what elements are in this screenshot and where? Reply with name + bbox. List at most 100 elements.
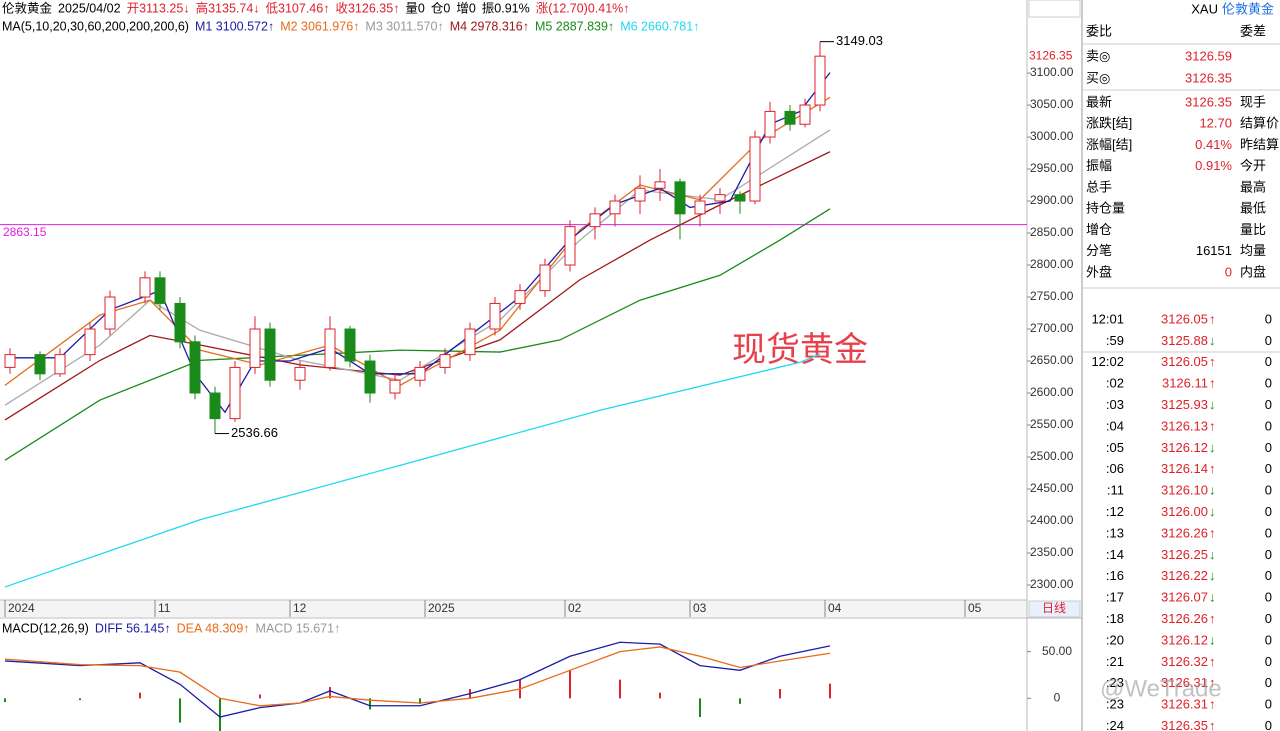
tick-volume: 0 (1265, 311, 1272, 326)
tick-direction: ↓ (1209, 547, 1216, 562)
watermark: 现货黄金 (732, 331, 868, 369)
x-tick-label: 05 (968, 601, 982, 615)
tick-volume: 0 (1265, 611, 1272, 626)
legend-item: 开3113.25↓ (127, 1, 190, 15)
ma-line (4, 353, 821, 588)
x-tick-label: 12 (293, 601, 307, 615)
tick-price: 3126.13 (1161, 418, 1208, 433)
tick-direction: ↑ (1209, 376, 1216, 391)
info-value: 0.41% (1195, 137, 1232, 152)
tick-time: :16 (1106, 568, 1124, 583)
info-label: 总手 (1086, 179, 1112, 194)
symbol-name: 伦敦黄金 (1222, 1, 1274, 16)
tick-time: :13 (1106, 525, 1124, 540)
candle-body (734, 194, 746, 202)
tick-volume: 0 (1265, 632, 1272, 647)
legend-item: 低3107.46↑ (266, 1, 330, 15)
tick-time: :21 (1106, 654, 1124, 669)
candle-body (564, 226, 576, 266)
info-label: 分笔 (1086, 243, 1112, 258)
tick-direction: ↑ (1209, 718, 1216, 731)
candle-body (489, 302, 501, 330)
tick-time: :17 (1106, 590, 1124, 605)
info-value: 12.70 (1199, 116, 1232, 131)
info-label: 涨幅[结] (1086, 137, 1132, 152)
info-label: 结算价 (1240, 116, 1279, 131)
candle-body (264, 328, 276, 381)
legend-item: MACD(12,26,9) (2, 621, 89, 635)
tick-direction: ↑ (1209, 675, 1216, 690)
info-label: 内盘 (1240, 264, 1266, 279)
candle-body (654, 181, 666, 189)
tick-volume: 0 (1265, 697, 1272, 712)
legend-item: MA(5,10,20,30,60,200,200,200,6) (2, 19, 189, 33)
legend-item: 振0.91% (482, 1, 530, 15)
tick-direction: ↑ (1209, 525, 1216, 540)
tick-direction: ↑ (1209, 418, 1216, 433)
time-axis-band (0, 600, 1027, 617)
candle-body (189, 341, 201, 394)
x-tick-label: 03 (693, 601, 707, 615)
tick-direction: ↑ (1209, 697, 1216, 712)
period-label[interactable]: 日线 (1042, 601, 1066, 615)
tick-volume: 0 (1265, 376, 1272, 391)
tick-direction: ↓ (1209, 397, 1216, 412)
tick-volume: 0 (1265, 718, 1272, 731)
legend-item: M3 3011.570↑ (365, 19, 443, 33)
tick-time: :02 (1106, 376, 1124, 391)
x-tick-label: 04 (828, 601, 842, 615)
legend-item: 涨(12.70)0.41%↑ (536, 0, 630, 15)
y-tick-label: 2800.00 (1030, 257, 1074, 271)
candle-body (764, 110, 776, 138)
period-button[interactable] (1028, 600, 1081, 618)
book-label: 卖◎ (1086, 48, 1110, 63)
dea-line (4, 646, 831, 707)
candle-body (414, 366, 426, 381)
info-label: 最新 (1086, 94, 1112, 109)
candle-body (344, 328, 356, 362)
legend-item: DIFF 56.145↑ (95, 621, 171, 635)
tick-direction: ↓ (1209, 590, 1216, 605)
legend-item: M4 2978.316↑ (450, 19, 529, 33)
tick-direction: ↓ (1209, 483, 1216, 498)
panel-button[interactable] (1028, 0, 1081, 18)
tick-price: 3126.11 (1162, 376, 1208, 391)
tick-price: 3126.31 (1161, 675, 1208, 690)
tick-time: :18 (1106, 611, 1124, 626)
ma-line (4, 151, 831, 421)
tick-time: 12:02 (1091, 354, 1124, 369)
tick-time: :11 (1107, 483, 1124, 498)
tick-time: :23 (1106, 675, 1124, 690)
tick-price: 3125.88 (1161, 333, 1208, 348)
legend-item: M1 3100.572↑ (195, 19, 274, 33)
info-value: 3126.35 (1185, 94, 1232, 109)
candle-body (139, 277, 151, 298)
tick-volume: 0 (1265, 547, 1272, 562)
y-tick-label: 2500.00 (1030, 449, 1074, 463)
legend-item: 2025/04/02 (58, 1, 121, 15)
tick-price: 3126.12 (1161, 632, 1208, 647)
tick-price: 3126.05 (1161, 311, 1208, 326)
candle-body (814, 55, 826, 106)
tick-price: 3126.26 (1161, 525, 1208, 540)
tick-volume: 0 (1265, 483, 1272, 498)
y-tick-label: 2900.00 (1030, 193, 1074, 207)
info-label: 昨结算 (1240, 137, 1279, 152)
info-value: 0 (1225, 264, 1232, 279)
candle-body (514, 290, 526, 304)
x-tick-label: 2025 (428, 601, 455, 615)
info-label: 最高 (1240, 179, 1266, 194)
tick-volume: 0 (1265, 525, 1272, 540)
info-label: 最低 (1240, 201, 1266, 216)
candle-body (229, 366, 241, 420)
candle-body (364, 360, 376, 394)
candle-body (54, 354, 66, 375)
y-tick-label: 0 (1054, 690, 1061, 704)
candle-body (209, 392, 221, 420)
info-label: 外盘 (1086, 264, 1112, 279)
diff-line (4, 641, 831, 718)
legend-item: M5 2887.839↑ (535, 19, 614, 33)
y-tick-label: 3050.00 (1030, 97, 1074, 111)
watermark: @WeTrade (1100, 675, 1222, 702)
legend-item: M6 2660.781↑ (620, 19, 699, 33)
